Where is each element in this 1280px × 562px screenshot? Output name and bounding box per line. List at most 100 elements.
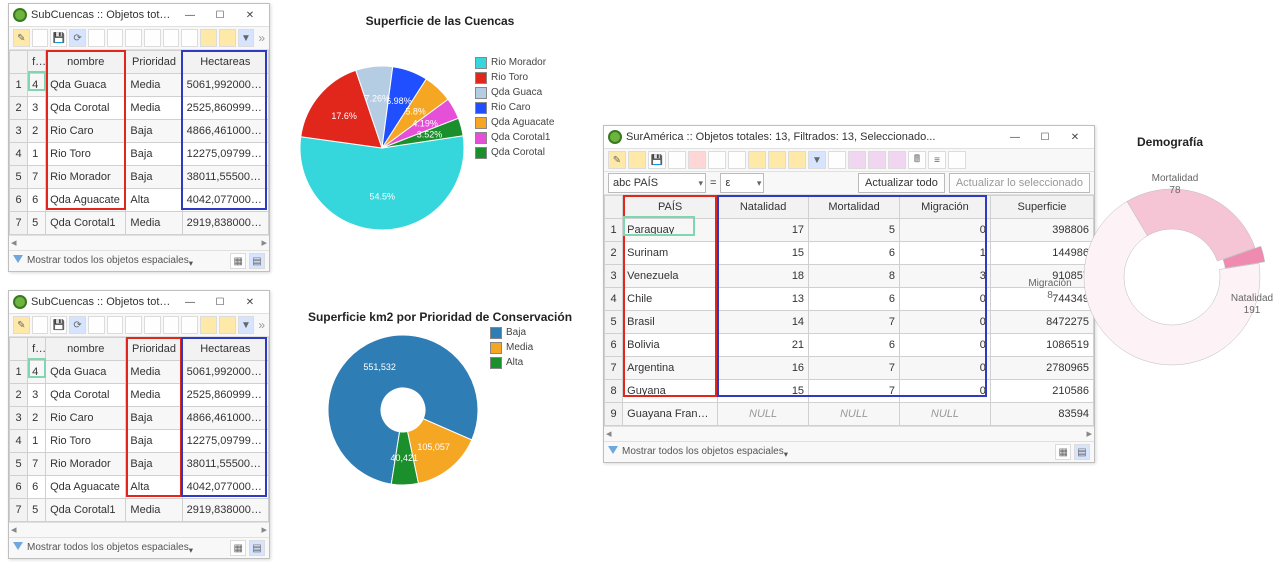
table-row[interactable]: 57Rio MoradorBaja38011,5550000... (10, 453, 269, 476)
save-icon[interactable]: 💾 (648, 151, 666, 169)
cell[interactable]: Media (126, 212, 182, 235)
cell[interactable]: 18 (718, 265, 809, 288)
tool-icon[interactable] (32, 316, 49, 334)
view-icon[interactable]: ▦ (230, 540, 246, 556)
cell[interactable]: 0 (899, 311, 990, 334)
cell[interactable]: 15 (718, 380, 809, 403)
cell[interactable]: Rio Morador (46, 166, 126, 189)
table-row[interactable]: 41Rio ToroBaja12275,0979999... (10, 143, 269, 166)
column-header[interactable]: Mortalidad (809, 196, 900, 219)
attribute-table[interactable]: fidnombrePrioridadHectareas14Qda GuacaMe… (9, 50, 269, 235)
calc-icon[interactable]: 🖩 (908, 151, 926, 169)
tool-icon[interactable] (181, 29, 198, 47)
tool-icon[interactable] (107, 29, 124, 47)
cell[interactable]: Baja (126, 407, 182, 430)
cell[interactable]: 7 (28, 453, 46, 476)
tool-icon[interactable] (181, 316, 198, 334)
cell[interactable]: Chile (623, 288, 718, 311)
tool-icon[interactable] (88, 29, 105, 47)
minimize-button[interactable]: — (175, 5, 205, 25)
cell[interactable]: 4866,46100000... (182, 407, 268, 430)
cell[interactable]: Qda Aguacate (46, 189, 126, 212)
maximize-button[interactable]: ☐ (205, 292, 235, 312)
cell[interactable]: Brasil (623, 311, 718, 334)
cell[interactable]: Media (126, 384, 182, 407)
cell[interactable]: 2919,83800000... (182, 212, 268, 235)
cell[interactable]: 0 (899, 288, 990, 311)
cell[interactable]: 14 (718, 311, 809, 334)
tool-icon[interactable] (32, 29, 49, 47)
cell[interactable]: Paraguay (623, 219, 718, 242)
table-row[interactable]: 75Qda Corotal1Media2919,83800000... (10, 499, 269, 522)
select-icon[interactable] (200, 316, 217, 334)
column-header[interactable]: Migración (899, 196, 990, 219)
cell[interactable]: 2919,83800000... (182, 499, 268, 522)
titlebar[interactable]: SubCuencas :: Objetos total... — ☐ ✕ (9, 291, 269, 314)
cell[interactable]: 15 (718, 242, 809, 265)
cell[interactable]: 4042,07700000... (182, 476, 268, 499)
cell[interactable]: 4866,46100000... (182, 120, 268, 143)
tool-icon[interactable] (748, 151, 766, 169)
status-text[interactable]: Mostrar todos los objetos espaciales (27, 255, 189, 266)
cell[interactable]: 6 (28, 189, 46, 212)
cell[interactable]: 1 (28, 143, 46, 166)
tool-icon[interactable] (708, 151, 726, 169)
status-text[interactable]: Mostrar todos los objetos espaciales (622, 446, 784, 457)
table-row[interactable]: 32Rio CaroBaja4866,46100000... (10, 407, 269, 430)
cell[interactable]: 4 (28, 361, 46, 384)
attribute-table[interactable]: PAÍSNatalidadMortalidadMigraciónSuperfic… (604, 195, 1094, 426)
table-row[interactable]: 2Surinam1561144986 (605, 242, 1094, 265)
tool-icon[interactable] (107, 316, 124, 334)
cell[interactable]: 5 (28, 212, 46, 235)
cell[interactable]: NULL (899, 403, 990, 426)
column-header[interactable]: nombre (46, 51, 126, 74)
column-header[interactable]: nombre (46, 338, 126, 361)
maximize-button[interactable]: ☐ (1030, 127, 1060, 147)
form-icon[interactable]: ▤ (249, 253, 265, 269)
cell[interactable]: 1 (28, 430, 46, 453)
cell[interactable]: Surinam (623, 242, 718, 265)
column-header[interactable]: Prioridad (126, 51, 182, 74)
table-row[interactable]: 75Qda Corotal1Media2919,83800000... (10, 212, 269, 235)
select-icon[interactable] (200, 29, 217, 47)
table-row[interactable]: 9Guayana France...NULLNULLNULL83594 (605, 403, 1094, 426)
tool-icon[interactable] (628, 151, 646, 169)
column-header[interactable]: Natalidad (718, 196, 809, 219)
cell[interactable]: 3 (28, 97, 46, 120)
field-selector[interactable]: abc PAÍS (608, 173, 706, 193)
close-button[interactable]: ✕ (235, 5, 265, 25)
cell[interactable]: Qda Corotal (46, 384, 126, 407)
cell[interactable]: 0 (899, 334, 990, 357)
table-row[interactable]: 23Qda CorotalMedia2525,86099999... (10, 384, 269, 407)
cell[interactable]: 5061,99200000... (182, 361, 268, 384)
cell[interactable]: 7 (28, 166, 46, 189)
add-icon[interactable] (668, 151, 686, 169)
cell[interactable]: 5 (809, 219, 900, 242)
tool-icon[interactable] (728, 151, 746, 169)
attribute-table[interactable]: fidnombrePrioridadHectareas14Qda GuacaMe… (9, 337, 269, 522)
table-row[interactable]: 66Qda AguacateAlta4042,07700000... (10, 189, 269, 212)
refresh-icon[interactable]: ⟳ (69, 316, 86, 334)
table-row[interactable]: 41Rio ToroBaja12275,0979999... (10, 430, 269, 453)
cell[interactable]: Baja (126, 453, 182, 476)
cell[interactable]: Media (126, 97, 182, 120)
cell[interactable]: 3 (28, 384, 46, 407)
tool-icon[interactable] (868, 151, 886, 169)
table-row[interactable]: 1Paraguay1750398806 (605, 219, 1094, 242)
status-text[interactable]: Mostrar todos los objetos espaciales (27, 542, 189, 553)
cell[interactable]: 6 (809, 288, 900, 311)
cell[interactable]: 4042,07700000... (182, 189, 268, 212)
column-header[interactable]: Hectareas (182, 51, 268, 74)
cell[interactable]: 83594 (990, 403, 1093, 426)
filter-icon[interactable]: ▼ (238, 29, 255, 47)
cell[interactable]: 6 (28, 476, 46, 499)
save-icon[interactable]: 💾 (50, 29, 67, 47)
tool-icon[interactable] (125, 29, 142, 47)
cell[interactable]: Baja (126, 143, 182, 166)
cell[interactable]: NULL (718, 403, 809, 426)
cell[interactable]: 7 (809, 357, 900, 380)
cell[interactable]: 13 (718, 288, 809, 311)
cell[interactable]: 4 (28, 74, 46, 97)
cell[interactable]: Rio Toro (46, 430, 126, 453)
cell[interactable]: Venezuela (623, 265, 718, 288)
